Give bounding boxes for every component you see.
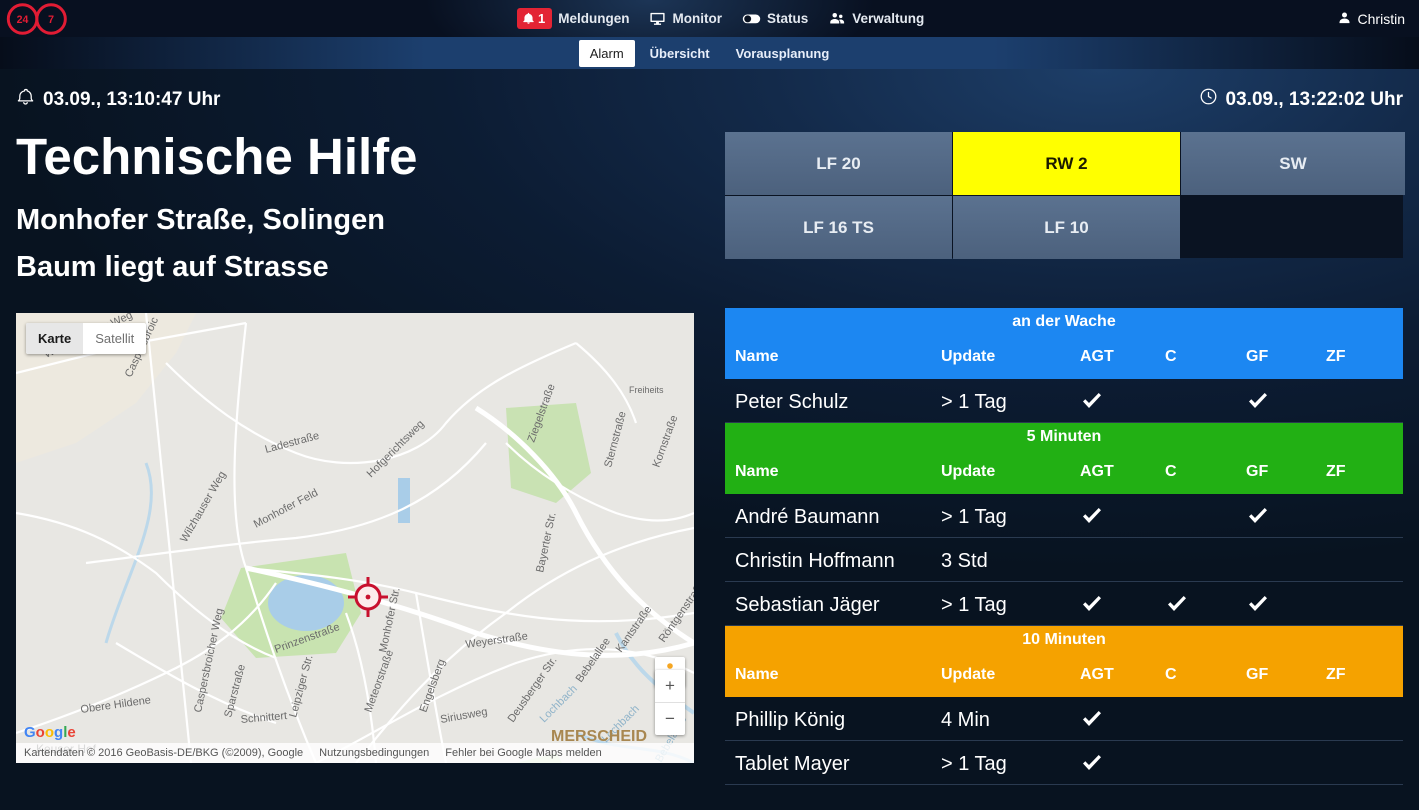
svg-text:Freiheits: Freiheits [629, 385, 664, 395]
svg-text:24: 24 [17, 14, 29, 26]
svg-text:7: 7 [48, 14, 54, 26]
